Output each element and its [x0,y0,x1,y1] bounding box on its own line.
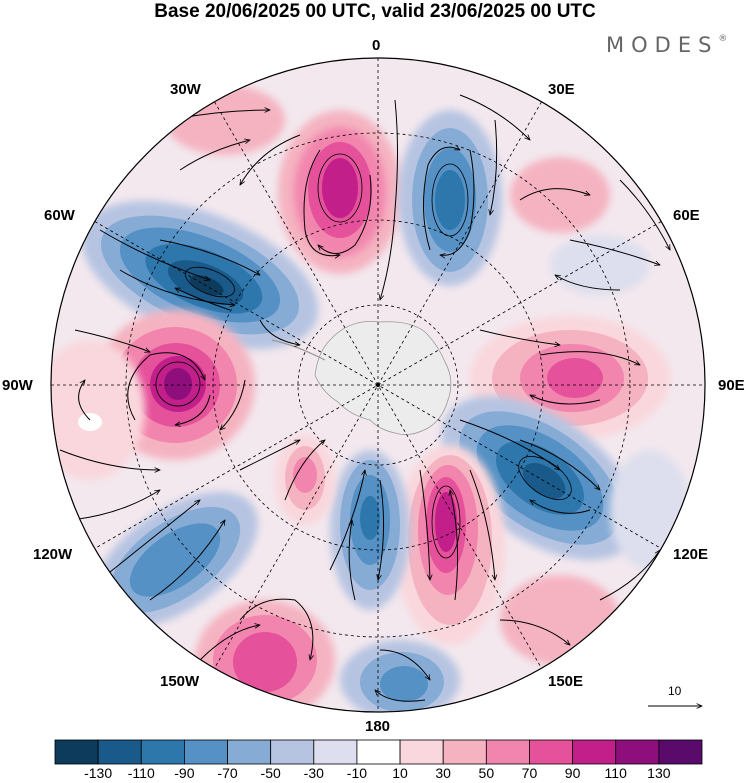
colorbar-swatch [529,739,574,765]
brand-text: MODES [606,33,719,57]
anomaly-center-neg-130w [92,491,258,629]
registered-mark: ® [718,34,728,44]
label-lon-120e: 120E [673,546,709,563]
colorbar-swatch [615,739,660,765]
colorbar-tick-label: -130 [84,765,113,781]
colorbar-swatch [485,739,530,765]
center-contours [155,153,572,559]
modes-logo: MODES® [606,33,727,57]
colorbar-swatch [658,739,703,765]
colorbar-tick-label: 30 [435,765,451,781]
colorbar-swatch [227,739,272,765]
anomaly-center-pos-155w [275,435,335,525]
anomaly-center-neg-70e [550,235,650,295]
colorbar-swatch [313,739,358,765]
colorbar-tick-label: 130 [647,765,671,781]
wind-streamlines [59,94,671,702]
colorbar-tick-label: -30 [303,765,324,781]
south-pole-marker [376,383,380,387]
colorbar-tick-label: -10 [346,765,368,781]
antarctic-peninsula [271,339,326,361]
label-lon-60w: 60W [44,207,75,224]
colorbar-tick-label: 90 [564,765,581,781]
label-lon-30w: 30W [170,81,201,98]
colorbar-swatch [97,739,142,765]
antarctica-landmass [314,321,452,436]
colorbar-tick-label: 70 [521,765,538,781]
map-boundary [50,57,706,713]
colorbar-swatch [183,739,228,765]
anomaly-shading [51,85,690,712]
label-lon-0: 0 [372,37,381,54]
label-lon-180: 180 [365,718,391,735]
label-lon-90w: 90W [2,377,33,394]
colorbar-tick-label: 110 [604,765,627,781]
label-lon-60e: 60E [673,207,700,224]
colorbar-tick-label: 10 [392,765,408,781]
anomaly-center-pos-160e [395,445,505,645]
colorbar-tick-label: -70 [217,765,238,781]
reference-vector-label: 10 [668,684,682,698]
label-lon-90e: 90E [718,377,745,394]
colorbar-tick-label: 50 [478,765,495,781]
anomaly-center-neg-170e-outer [340,640,460,712]
colorbar-swatch [399,739,444,765]
anomaly-center-pos-0-15w [278,110,402,274]
colorbar-swatch [356,739,401,765]
label-lon-150e: 150E [548,673,584,690]
anomaly-center-neg-15e [398,110,502,286]
map-title: Base 20/06/2025 00 UTC, valid 23/06/2025… [154,1,596,22]
colorbar-tick-label: -110 [127,765,155,781]
colorbar-swatch [270,739,315,765]
anomaly-center-neg-175w [330,450,410,610]
colorbar-swatch [54,739,99,765]
label-lon-30e: 30E [548,81,575,98]
colorbar-swatch [572,739,617,765]
colorbar-swatch [442,739,487,765]
colorbar-tick-label: -90 [174,765,195,781]
anomaly-center-neg-120e [441,396,639,560]
anomaly-center-neg-55w [81,200,319,350]
label-lon-120w: 120W [33,546,73,563]
label-lon-150w: 150W [160,673,200,690]
anomaly-center-pos-45e [510,157,610,233]
colorbar-swatch [140,739,185,765]
colorbar-tick-label: -50 [260,765,281,781]
